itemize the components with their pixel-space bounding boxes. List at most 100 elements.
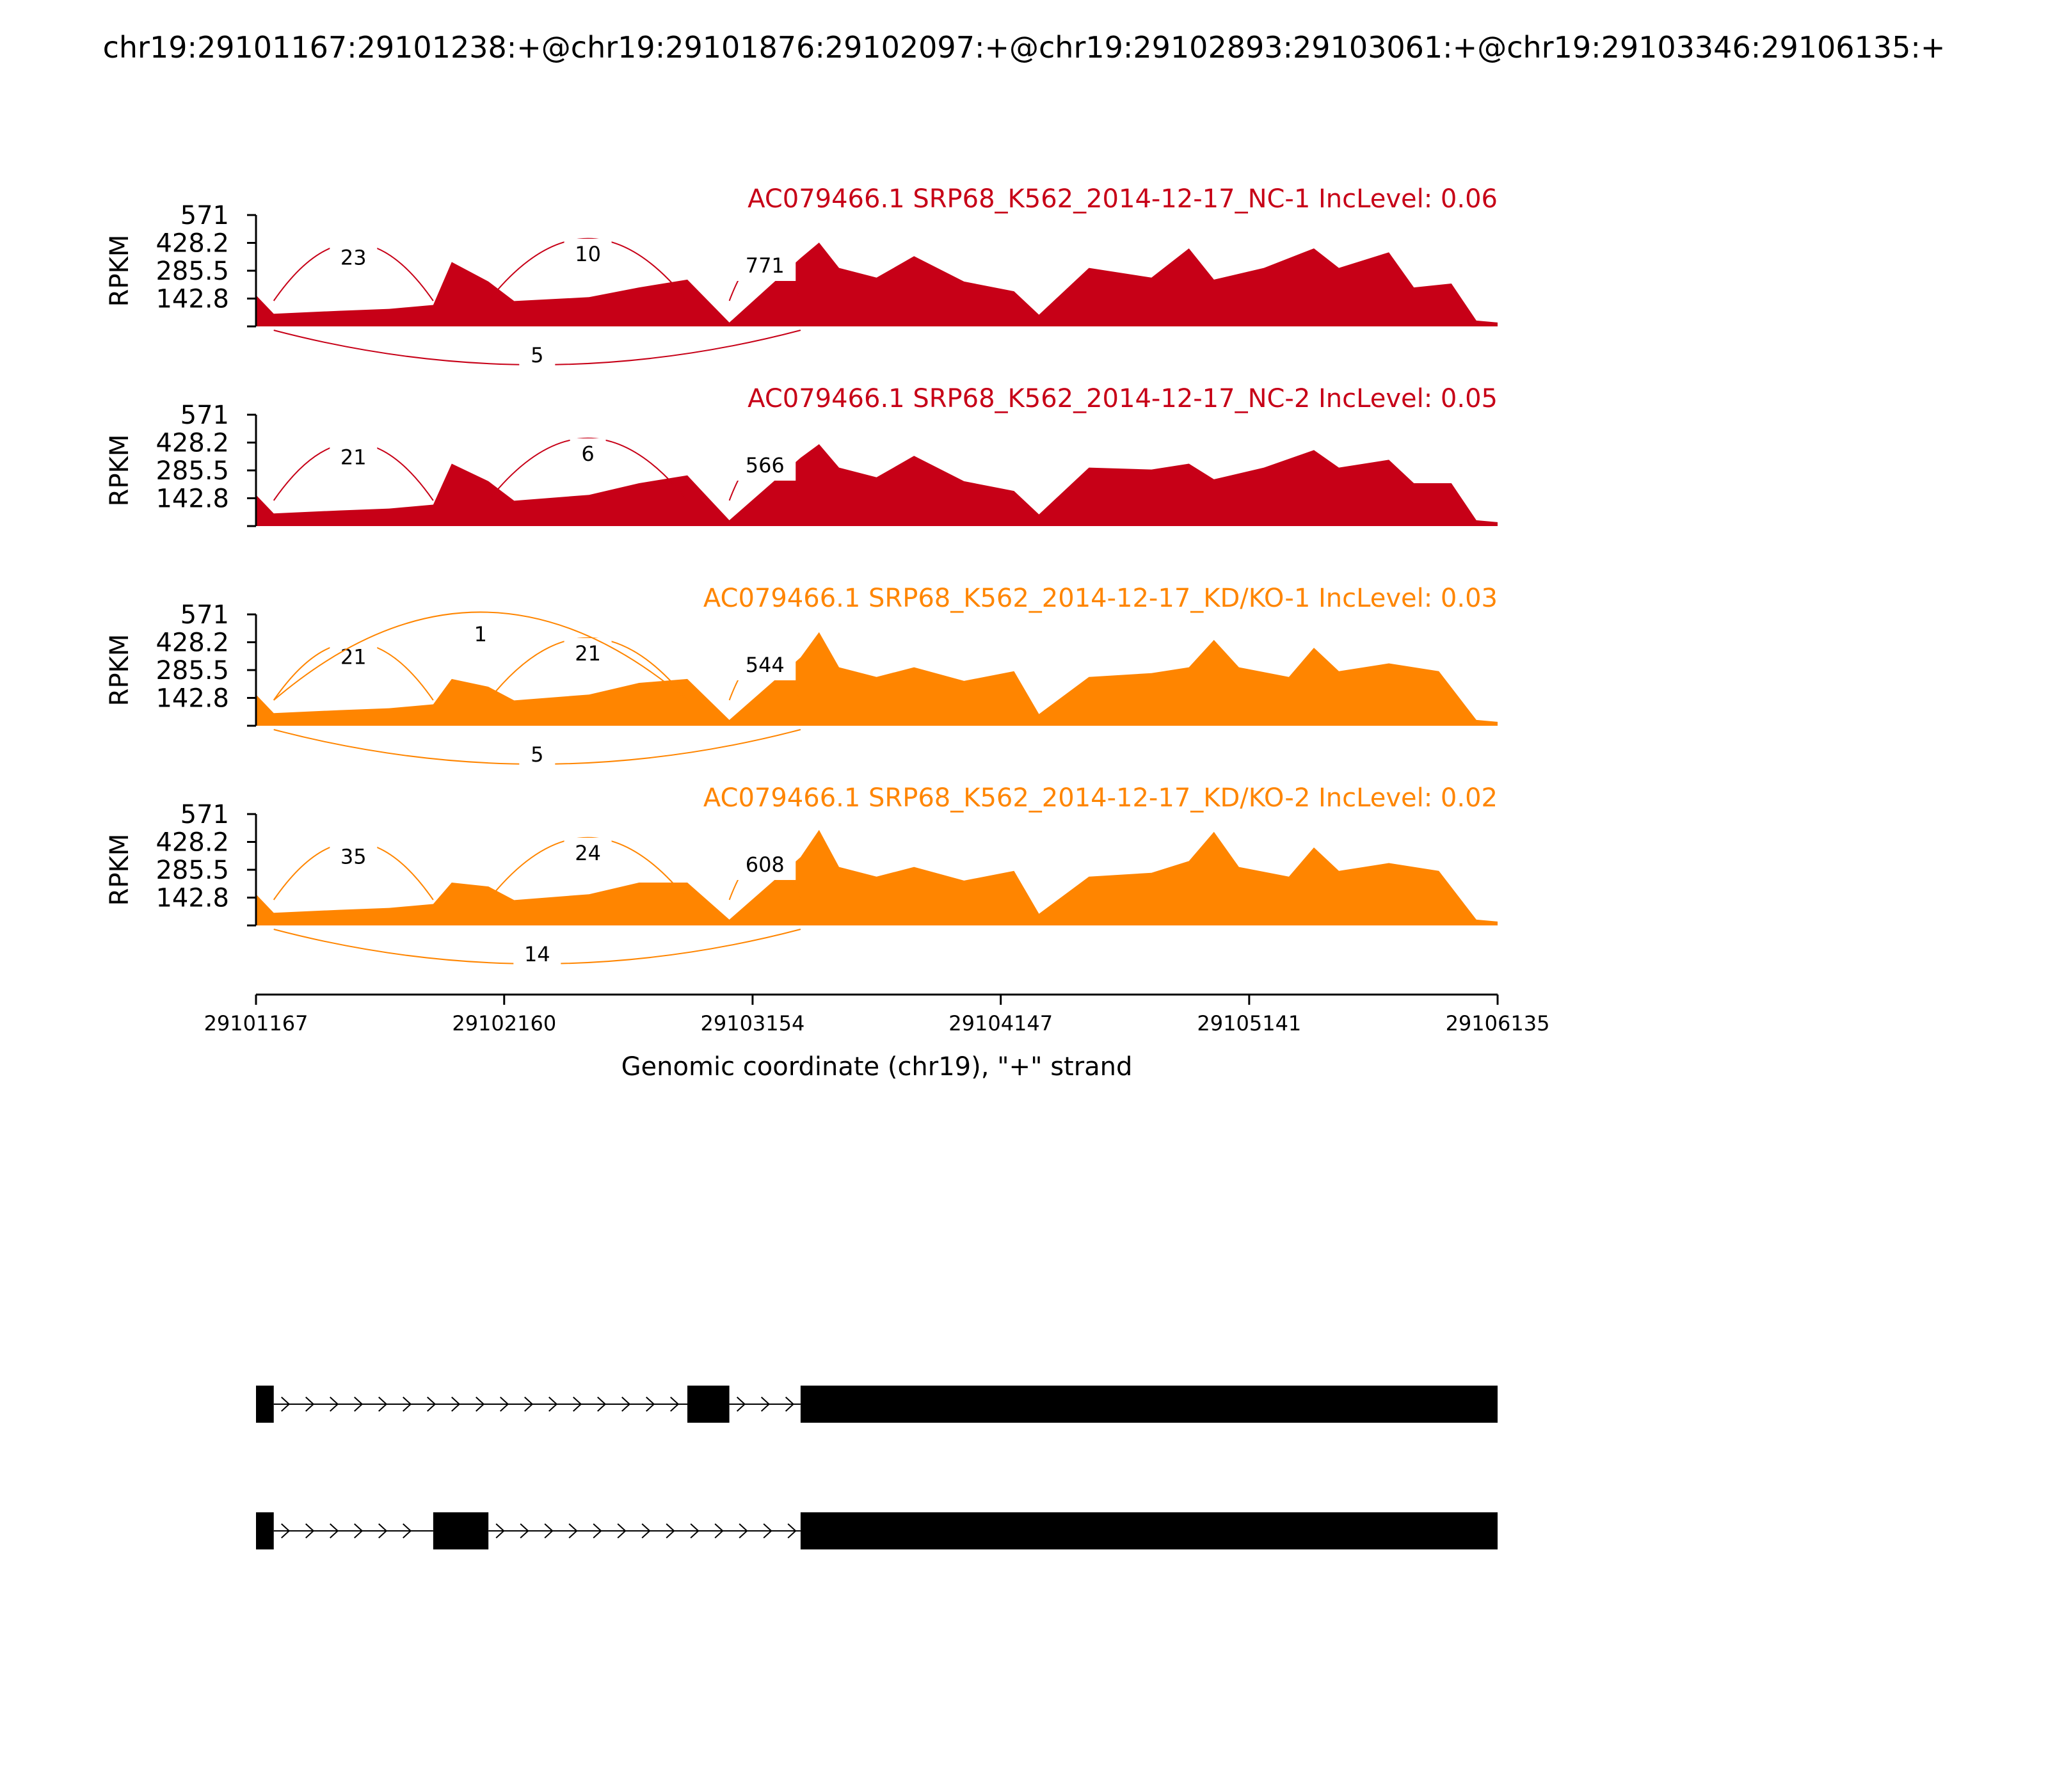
- junction-count: 21: [340, 445, 367, 470]
- strand-chevron: [524, 1396, 534, 1412]
- junction-count: 6: [581, 442, 594, 466]
- y-tick-label: 285.5: [156, 456, 229, 486]
- junction-label-bg: [734, 250, 796, 281]
- junction-label-bg: [519, 739, 556, 770]
- x-axis: 29101167 29102160 29103154 29104147 29105141…: [204, 993, 1549, 1036]
- strand-chevron: [305, 1396, 315, 1412]
- junction-arc: [273, 611, 688, 701]
- y-axis-label: RPKM: [105, 435, 134, 507]
- strand-chevron: [427, 1396, 436, 1412]
- exon-box: [687, 1386, 730, 1423]
- junction-count: 21: [575, 641, 601, 666]
- strand-chevron: [763, 1523, 772, 1539]
- strand-chevron: [330, 1523, 339, 1539]
- strand-chevron: [760, 1396, 771, 1412]
- strand-chevron: [736, 1396, 746, 1412]
- junction-label-bg: [519, 340, 556, 371]
- y-axis-label: RPKM: [105, 235, 134, 307]
- strand-chevron: [403, 1396, 412, 1412]
- y-tick-label: 428.2: [156, 628, 229, 658]
- coverage-area: [256, 444, 1498, 526]
- strand-chevron: [330, 1396, 339, 1412]
- coverage-area: [256, 632, 1498, 726]
- strand-chevron: [500, 1396, 509, 1412]
- strand-chevron: [495, 1523, 505, 1539]
- y-tick-label: 571: [180, 401, 229, 430]
- strand-chevron: [714, 1523, 724, 1539]
- junction-label-bg: [330, 841, 378, 872]
- junction-label-bg: [330, 641, 378, 673]
- junction-label-bg: [564, 239, 612, 270]
- gene-models: [256, 1386, 1498, 1549]
- strand-chevron: [593, 1523, 602, 1539]
- strand-chevron: [403, 1523, 412, 1539]
- strand-chevron: [520, 1523, 529, 1539]
- junction-label-bg: [330, 442, 378, 473]
- sample-name: AC079466.1 SRP68_K562_2014-12-17_NC-2 In…: [748, 384, 1498, 413]
- junction-label-bg: [734, 649, 796, 680]
- x-tick-label: 29103154: [700, 1011, 804, 1036]
- strand-chevron: [354, 1523, 364, 1539]
- strand-chevron: [476, 1396, 485, 1412]
- x-axis-label: Genomic coordinate (chr19), "+" strand: [621, 1052, 1133, 1082]
- strand-chevron: [787, 1523, 797, 1539]
- strand-chevron: [568, 1523, 578, 1539]
- strand-chevron: [573, 1396, 582, 1412]
- y-tick-label: 142.8: [156, 684, 229, 713]
- strand-chevron: [621, 1396, 631, 1412]
- junction-count: 14: [524, 942, 550, 966]
- y-axis-label: RPKM: [105, 834, 134, 906]
- junction-count: 1: [474, 622, 487, 646]
- junction-arc: [488, 836, 688, 900]
- strand-chevron: [281, 1396, 291, 1412]
- isoform-1: [256, 1386, 1498, 1423]
- isoform-2: [256, 1512, 1498, 1549]
- y-tick-label: 285.5: [156, 656, 229, 685]
- junction-label-bg: [330, 242, 378, 273]
- junction-arc: [488, 637, 688, 701]
- y-tick-label: 428.2: [156, 429, 229, 458]
- junction-count: 5: [531, 742, 543, 767]
- strand-chevron: [354, 1396, 364, 1412]
- y-tick-label: 285.5: [156, 856, 229, 885]
- sample-name: AC079466.1 SRP68_K562_2014-12-17_KD/KO-2…: [703, 783, 1498, 813]
- y-tick-label: 285.5: [156, 257, 229, 286]
- junction-label-bg: [570, 438, 606, 470]
- strand-chevron: [548, 1396, 558, 1412]
- junction-count: 608: [746, 852, 785, 877]
- strand-chevron: [666, 1523, 675, 1539]
- coverage-area: [256, 243, 1498, 326]
- x-tick-label: 29101167: [204, 1011, 308, 1036]
- y-tick-label: 428.2: [156, 828, 229, 858]
- junction-label-bg: [513, 939, 561, 970]
- junction-count: 544: [746, 653, 785, 677]
- strand-chevron: [646, 1396, 655, 1412]
- junction-count: 771: [746, 253, 785, 278]
- y-tick-label: 571: [180, 201, 229, 230]
- junction-count: 23: [340, 246, 367, 270]
- strand-chevron: [597, 1396, 607, 1412]
- exon-box: [800, 1386, 1498, 1423]
- strand-chevron: [617, 1523, 627, 1539]
- sample-name: AC079466.1 SRP68_K562_2014-12-17_KD/KO-1…: [703, 584, 1498, 613]
- strand-chevron: [451, 1396, 461, 1412]
- y-tick-label: 571: [180, 800, 229, 829]
- strand-chevron: [305, 1523, 315, 1539]
- strand-chevron: [670, 1396, 680, 1412]
- junction-label-bg: [564, 838, 612, 869]
- strand-chevron: [739, 1523, 748, 1539]
- y-tick-label: 142.8: [156, 284, 229, 314]
- junction-count: 566: [746, 453, 785, 477]
- y-tick-label: 142.8: [156, 883, 229, 913]
- x-tick-label: 29102160: [452, 1011, 556, 1036]
- junction-label-bg: [462, 618, 499, 650]
- exon-box: [433, 1512, 489, 1549]
- x-tick-label: 29104147: [948, 1011, 1053, 1036]
- exon-box: [256, 1386, 274, 1423]
- strand-chevron: [690, 1523, 700, 1539]
- junction-label-bg: [734, 449, 796, 481]
